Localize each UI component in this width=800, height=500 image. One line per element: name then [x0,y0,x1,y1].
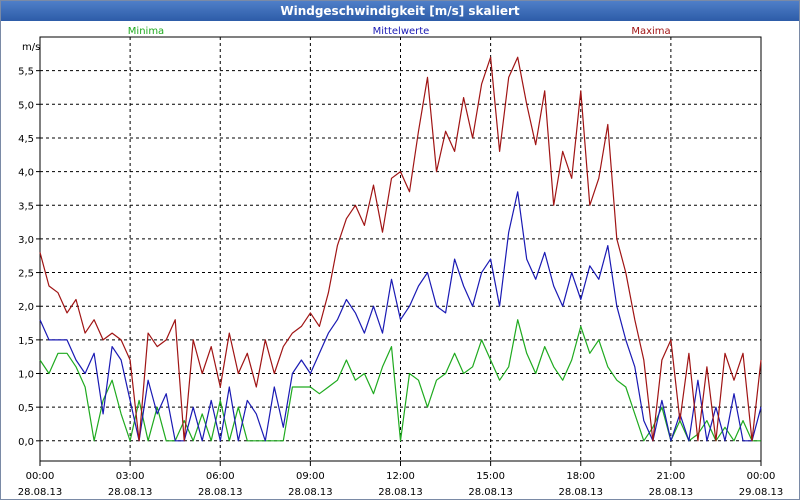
x-tick-date: 28.08.13 [649,487,694,498]
x-tick-time: 09:00 [296,471,325,482]
y-tick-label: 4,0 [18,168,34,179]
grid [40,37,761,461]
chart-title: Windgeschwindigkeit [m/s] skaliert [1,1,799,21]
x-tick-date: 28.08.13 [198,487,243,498]
y-axis-ticks: 0,0 0,5 1,0 1,5 2,0 2,5 3,0 3,5 4,0 4,5 5,0 5,5 [18,67,40,448]
y-tick-label: 2,0 [18,302,34,313]
legend-maxima: Maxima [631,26,670,37]
legend-minima: Minima [128,26,164,37]
series-line-minima [39,319,761,442]
y-axis-label: m/s [22,42,40,53]
x-tick-time: 21:00 [656,471,685,482]
legend-mittelwerte: Mittelwerte [373,26,430,37]
x-tick-time: 03:00 [116,471,145,482]
y-tick-label: 3,5 [18,201,34,212]
y-tick-label: 3,0 [18,235,34,246]
series-lines [39,56,762,442]
y-tick-label: 4,5 [18,134,34,145]
x-tick-time: 12:00 [386,471,415,482]
x-tick-time: 06:00 [206,471,235,482]
x-tick-date: 28.08.13 [108,487,153,498]
x-tick-time: 18:00 [566,471,595,482]
x-tick-date: 29.08.13 [739,487,784,498]
x-axis-ticks: 00:00 28.08.13 03:00 28.08.13 06:00 28.08.13 0… [18,461,784,498]
x-tick-time: 15:00 [476,471,505,482]
x-tick-date: 28.08.13 [468,487,513,498]
x-tick-date: 28.08.13 [378,487,423,498]
y-tick-label: 1,5 [18,336,34,347]
y-tick-label: 5,5 [18,67,34,78]
y-tick-label: 5,0 [18,100,34,111]
y-tick-label: 0,5 [18,403,34,414]
series-line-maxima [39,56,762,442]
x-tick-date: 28.08.13 [558,487,603,498]
x-tick-date: 28.08.13 [18,487,63,498]
y-tick-label: 2,5 [18,269,34,280]
x-tick-date: 28.08.13 [288,487,333,498]
x-tick-time: 00:00 [26,471,55,482]
series-line-mittelwerte [39,191,762,442]
y-tick-label: 1,0 [18,370,34,381]
y-tick-label: 0,0 [18,437,34,448]
x-tick-time: 00:00 [747,471,776,482]
